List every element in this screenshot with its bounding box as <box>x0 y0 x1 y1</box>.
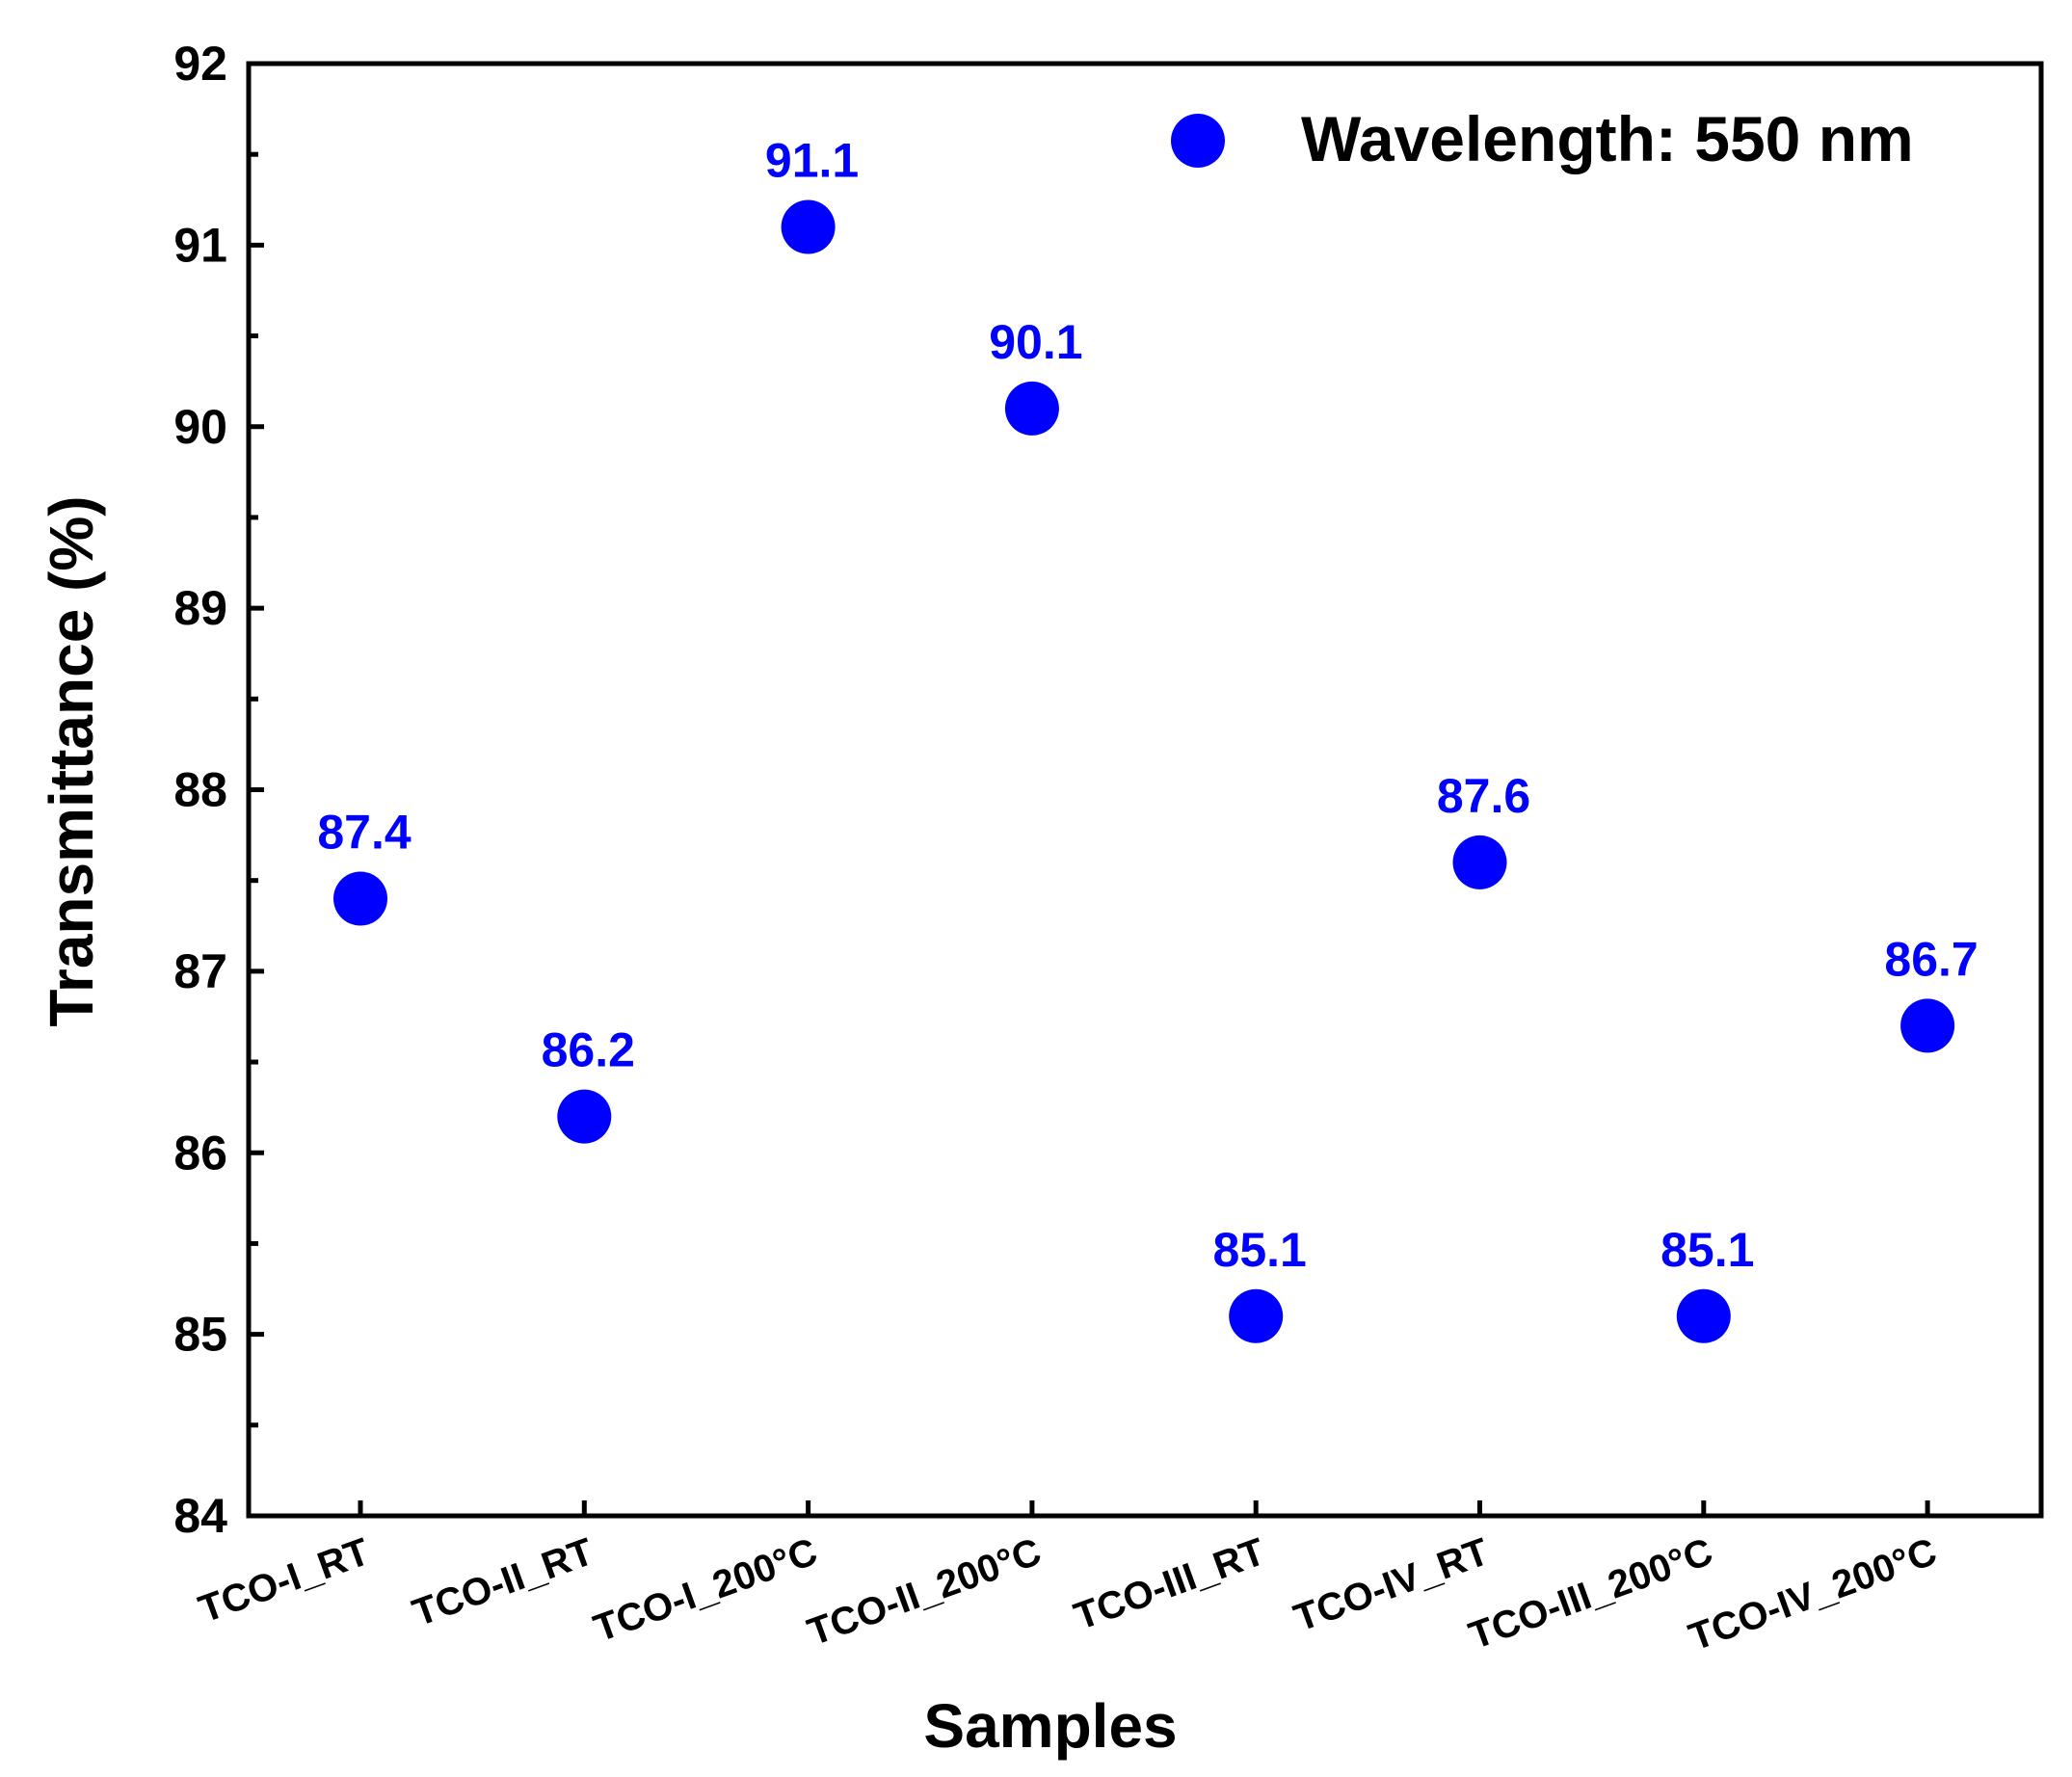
y-tick-label: 87 <box>173 944 227 998</box>
x-tick-label: TCO-III_RT <box>1069 1530 1270 1638</box>
x-tick-label: TCO-II_RT <box>408 1530 599 1634</box>
y-axis-title: Transmittance (%) <box>37 495 106 1026</box>
data-label: 87.4 <box>317 806 412 860</box>
data-label: 86.2 <box>542 1023 635 1077</box>
legend-label: Wavelength: 550 nm <box>1301 103 1914 174</box>
data-point <box>557 1089 612 1144</box>
data-point <box>333 871 387 926</box>
data-label: 91.1 <box>765 134 859 188</box>
axes-layer <box>246 61 2044 1519</box>
data-label: 86.7 <box>1884 932 1978 986</box>
data-point <box>1676 1288 1731 1343</box>
x-tick-label: TCO-IV_RT <box>1288 1530 1494 1640</box>
data-label: 85.1 <box>1660 1223 1754 1277</box>
y-tick-label: 88 <box>173 763 227 817</box>
y-tick-label: 89 <box>173 581 227 635</box>
x-tick-label: TCO-III_200°C <box>1464 1530 1718 1658</box>
data-point <box>1229 1288 1284 1343</box>
data-label: 87.6 <box>1437 769 1530 823</box>
x-tick-label: TCO-II_200°C <box>802 1530 1047 1654</box>
legend-marker <box>1171 114 1225 168</box>
x-tick-label: TCO-I_200°C <box>589 1530 823 1650</box>
data-label: 90.1 <box>989 315 1082 369</box>
y-tick-label: 91 <box>173 218 227 272</box>
y-tick-label: 86 <box>173 1126 227 1180</box>
data-point <box>1004 381 1059 436</box>
y-tick-label: 92 <box>173 37 227 91</box>
legend: Wavelength: 550 nm <box>1171 103 1914 174</box>
y-tick-label: 85 <box>173 1308 227 1362</box>
y-tick-label: 84 <box>173 1489 227 1543</box>
x-tick-label: TCO-I_RT <box>194 1530 375 1631</box>
plot-frame <box>246 61 2044 1519</box>
y-tick-label: 90 <box>173 400 227 454</box>
data-label: 85.1 <box>1213 1223 1307 1277</box>
data-point <box>1900 998 1955 1053</box>
x-tick-label: TCO-IV_200°C <box>1684 1530 1942 1658</box>
points-layer: 87.4 86.2 91.1 90.1 85.1 87.6 85.1 86.7 <box>317 134 1979 1343</box>
data-point <box>781 199 836 254</box>
data-point <box>1452 835 1507 889</box>
x-axis-title: Samples <box>923 1691 1177 1761</box>
